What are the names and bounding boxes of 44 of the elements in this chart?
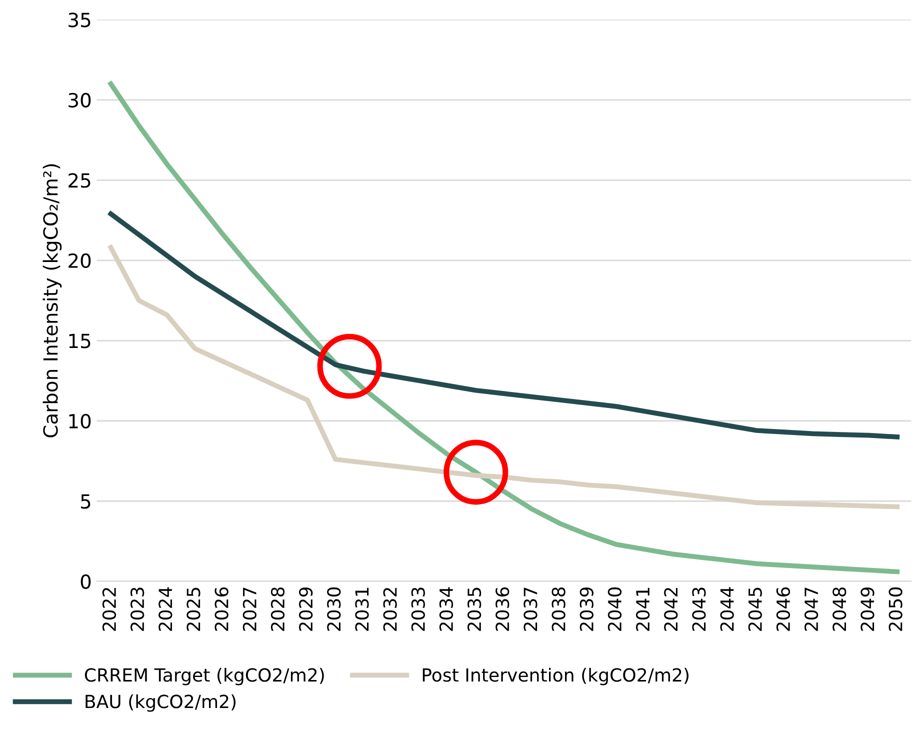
x-tick-label: 2026: [214, 587, 228, 631]
x-tick-label: 2029: [298, 587, 313, 631]
x-tick-label: 2039: [580, 587, 594, 631]
x-tick-label: 2047: [804, 588, 818, 631]
x-tick-label: 2041: [636, 588, 650, 631]
y-tick-label: 0: [80, 574, 91, 590]
y-tick-label: 35: [68, 12, 90, 28]
y-tick-label: 25: [68, 173, 90, 188]
x-tick-label: 2036: [496, 587, 510, 631]
y-tick-label: 20: [68, 253, 91, 268]
x-tick-label: 2048: [832, 587, 846, 631]
x-tick-label: 2028: [270, 587, 285, 631]
x-tick-label: 2046: [776, 587, 790, 631]
x-tick-label: 2038: [552, 587, 566, 631]
x-tick-label: 2023: [130, 588, 144, 631]
x-tick-label: 2031: [355, 588, 369, 631]
y-tick-label: 10: [69, 414, 91, 429]
x-tick-label: 2045: [748, 588, 762, 631]
legend-label: BAU (kgCO2/m2): [86, 694, 236, 712]
x-tick-label: 2040: [608, 587, 622, 631]
line-series: [108, 245, 900, 510]
x-tick-label: 2035: [467, 588, 482, 631]
line-series: [108, 81, 900, 574]
line-series: [108, 211, 900, 440]
x-tick-label: 2044: [720, 587, 734, 631]
x-tick-label: 2034: [439, 587, 454, 631]
y-tick-label: 15: [69, 334, 90, 348]
x-tick-label: 2033: [411, 588, 425, 631]
x-tick-label: 2032: [383, 588, 397, 631]
y-axis-title: Carbon Intensity (kgCO₂/m²): [42, 164, 62, 438]
x-tick-label: 2027: [242, 588, 256, 631]
x-tick-label: 2022: [102, 588, 116, 631]
legend-label: Post Intervention (kgCO2/m2): [422, 668, 688, 686]
x-tick-label: 2042: [664, 588, 678, 631]
x-tick-label: 2030: [327, 587, 341, 631]
x-tick-label: 2050: [888, 587, 902, 631]
x-tick-label: 2049: [860, 587, 874, 631]
x-tick-label: 2025: [186, 588, 200, 631]
x-tick-label: 2043: [692, 588, 706, 631]
legend-label: CRREM Target (kgCO2/m2): [84, 668, 324, 686]
y-tick-label: 30: [68, 92, 91, 108]
y-tick-label: 5: [81, 494, 90, 509]
x-tick-label: 2024: [158, 587, 172, 631]
x-tick-label: 2037: [524, 588, 538, 631]
